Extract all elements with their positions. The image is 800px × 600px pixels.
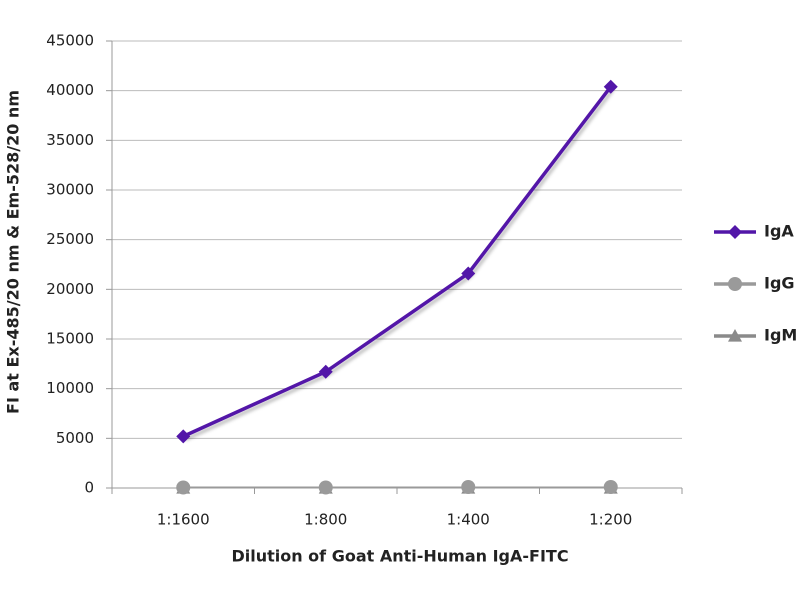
x-tick-label: 1:400: [447, 511, 490, 529]
marker: [318, 364, 333, 379]
line: [182, 85, 613, 438]
marker: [728, 225, 742, 239]
y-tick-label: 20000: [46, 280, 94, 298]
y-tick-label: 25000: [46, 230, 94, 248]
series: [182, 85, 613, 438]
y-tick-label: 15000: [46, 330, 94, 348]
marker: [461, 266, 476, 281]
x-tick-label: 1:1600: [157, 511, 210, 529]
x-tick-label: 1:800: [304, 511, 347, 529]
y-tick-label: 35000: [46, 131, 94, 149]
marker: [728, 329, 742, 342]
y-tick-label: 5000: [56, 429, 94, 447]
y-tick-label: 0: [84, 479, 94, 497]
marker: [728, 277, 742, 291]
y-axis-label: FI at Ex-485/20 nm & Em-528/20 nm: [4, 90, 23, 414]
marker: [603, 480, 618, 495]
x-tick-label: 1:200: [589, 511, 632, 529]
legend-label: IgA: [764, 222, 794, 241]
y-tick-label: 45000: [46, 32, 94, 50]
legend-label: IgG: [764, 274, 795, 293]
marker: [176, 429, 191, 444]
y-tick-label: 10000: [46, 379, 94, 397]
y-tick-label: 30000: [46, 181, 94, 199]
y-tick-label: 40000: [46, 81, 94, 99]
marker: [176, 480, 191, 495]
marker: [318, 480, 333, 495]
legend-label: IgM: [764, 326, 797, 345]
x-axis-label: Dilution of Goat Anti-Human IgA-FITC: [231, 547, 568, 566]
marker: [461, 480, 476, 495]
marker: [603, 79, 618, 94]
